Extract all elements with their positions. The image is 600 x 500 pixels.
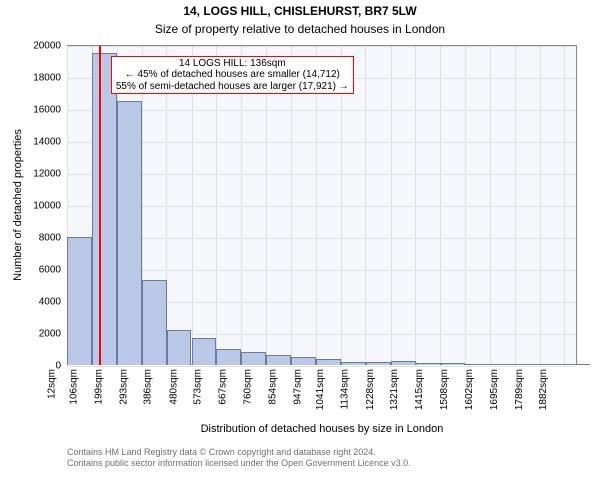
grid-line-h [67,110,576,111]
y-tick-label: 6000 [39,265,61,276]
histogram-bar [266,355,291,365]
histogram-bar [241,352,266,365]
x-axis-label: Distribution of detached houses by size … [67,423,577,435]
annotation-line-1: 14 LOGS HILL: 136sqm [116,58,349,70]
histogram-bar [291,357,316,365]
x-tick-label: 1228sqm [364,369,375,410]
y-axis-label: Number of detached properties [12,129,24,281]
grid-line-v [540,46,541,365]
grid-line-h [67,366,576,367]
y-tick-label: 14000 [33,137,61,148]
histogram-bar [490,364,515,365]
grid-line-h [67,238,576,239]
x-tick-label: 293sqm [118,369,129,405]
y-tick-label: 16000 [33,105,61,116]
footer-line-1: Contains HM Land Registry data © Crown c… [67,447,411,458]
x-tick-label: 1415sqm [414,369,425,410]
y-tick-label: 12000 [33,169,61,180]
grid-line-h [67,142,576,143]
x-tick-label: 106sqm [69,369,80,405]
x-tick-label: 1134sqm [340,369,351,409]
x-tick-label: 480sqm [168,369,179,405]
x-tick-label: 760sqm [243,369,254,405]
histogram-bar [391,361,416,365]
grid-line-v [365,46,366,365]
x-tick-label: 12sqm [46,369,57,399]
histogram-bar [142,280,167,365]
annotation-box: 14 LOGS HILL: 136sqm← 45% of detached ho… [111,56,354,95]
y-tick-label: 4000 [39,297,61,308]
histogram-bar [316,359,341,365]
x-tick-label: 199sqm [93,369,104,405]
x-tick-label: 667sqm [218,369,229,405]
histogram-bar [416,363,441,365]
grid-line-h [67,206,576,207]
grid-line-h [67,270,576,271]
x-tick-label: 1695sqm [489,369,500,410]
histogram-bar [441,363,466,365]
histogram-bar [167,330,192,365]
histogram-bar [117,101,142,365]
grid-line-h [67,46,576,47]
histogram-bar [92,53,117,365]
y-tick-label: 18000 [33,73,61,84]
y-tick-label: 2000 [39,329,61,340]
page-subtitle: Size of property relative to detached ho… [0,22,600,36]
annotation-line-2: ← 45% of detached houses are smaller (14… [116,69,349,81]
x-tick-label: 573sqm [193,369,204,405]
footer-attribution: Contains HM Land Registry data © Crown c… [67,447,411,469]
x-tick-label: 1321sqm [389,369,400,410]
histogram-bar [67,237,92,365]
histogram-bar [216,349,241,365]
histogram-bar [366,362,391,365]
y-tick-label: 20000 [33,41,61,52]
grid-line-v [440,46,441,365]
grid-line-v [465,46,466,365]
x-tick-label: 1041sqm [315,369,326,410]
page-title: 14, LOGS HILL, CHISLEHURST, BR7 5LW [0,4,600,18]
histogram-bar [465,364,490,365]
x-tick-label: 1789sqm [514,369,525,410]
grid-line-v [564,46,565,365]
grid-line-v [490,46,491,365]
x-tick-label: 1508sqm [439,369,450,410]
x-tick-label: 1882sqm [538,369,549,410]
x-tick-label: 947sqm [292,369,303,405]
histogram-plot: 0200040006000800010000120001400016000180… [67,45,577,365]
histogram-bar [515,364,540,365]
annotation-line-3: 55% of semi-detached houses are larger (… [116,81,349,93]
histogram-bar [192,338,217,365]
y-tick-label: 10000 [33,201,61,212]
footer-line-2: Contains public sector information licen… [67,458,411,469]
grid-line-v [515,46,516,365]
grid-line-v [415,46,416,365]
histogram-bar [540,364,565,365]
x-tick-label: 854sqm [268,369,279,405]
x-tick-label: 386sqm [143,369,154,405]
grid-line-h [67,174,576,175]
grid-line-v [391,46,392,365]
histogram-bar [565,364,590,365]
histogram-bar [341,362,366,365]
marker-vertical-line [99,46,101,365]
x-tick-label: 1602sqm [464,369,475,410]
y-tick-label: 8000 [39,233,61,244]
